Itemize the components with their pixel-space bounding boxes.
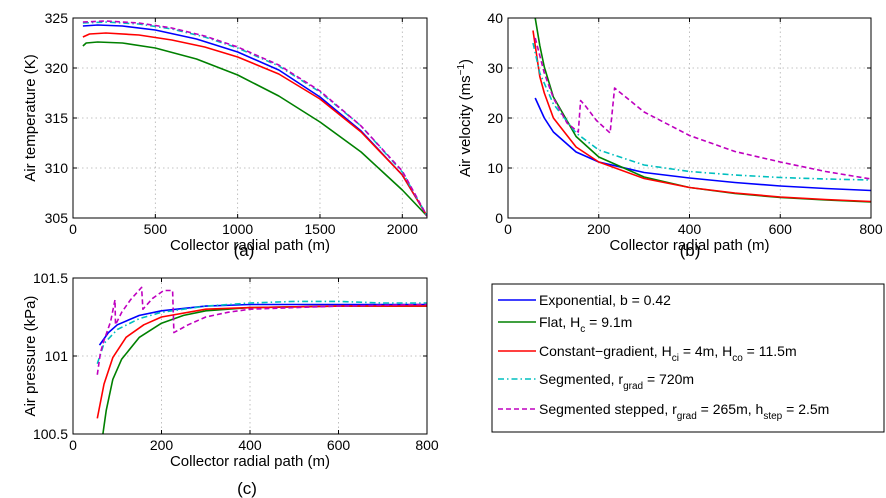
y-axis-label: Air temperature (K)	[22, 54, 39, 182]
legend-label-flat: Flat, Hc = 9.1m	[539, 314, 632, 335]
y-axis-label: Air pressure (kPa)	[22, 296, 39, 417]
x-tick-label: 1000	[222, 221, 253, 237]
y-tick-label: 101	[45, 348, 69, 364]
series-line-segmented_stepped	[82, 20, 427, 217]
x-tick-label: 600	[769, 221, 793, 237]
series-line-segmented	[532, 42, 871, 181]
x-tick-label: 2000	[387, 221, 418, 237]
legend-label-subscript: ci	[672, 353, 679, 364]
y-tick-label: 40	[487, 10, 503, 26]
y-tick-label: 30	[487, 60, 503, 76]
x-tick-label: 1500	[304, 221, 335, 237]
legend-label-text: Segmented, r	[539, 371, 623, 387]
y-tick-label: 305	[45, 210, 69, 226]
x-axis-label: Collector radial path (m)	[170, 237, 330, 254]
legend-label-text: = 2.5m	[782, 401, 829, 417]
legend-label-text: Constant−gradient, H	[539, 343, 672, 359]
x-tick-label: 600	[327, 437, 351, 453]
panel-caption: (b)	[680, 241, 701, 260]
series-line-flat	[534, 18, 871, 203]
legend-label-text: = 4m, H	[679, 343, 732, 359]
series-line-exponential	[98, 303, 427, 346]
series-line-segmented_stepped	[96, 286, 427, 375]
panel-caption: (c)	[237, 479, 257, 498]
y-tick-label: 310	[45, 160, 69, 176]
legend-label-subscript: grad	[677, 411, 697, 422]
x-tick-label: 800	[859, 221, 883, 237]
legend-label-text: = 11.5m	[743, 343, 797, 359]
panel-a: 0 500 1000 1500 2000 305 310 315 320 325 Collector…	[22, 10, 428, 260]
series-line-flat	[102, 305, 427, 434]
panel-caption: (a)	[234, 241, 255, 260]
series-line-segmented_stepped	[534, 37, 871, 180]
panel-b: 0 200 400 600 800 0 10 20 30 40 Collector radial p…	[456, 10, 883, 260]
y-tick-label: 100.5	[33, 426, 68, 442]
legend-label-exponential: Exponential, b = 0.42	[539, 292, 671, 308]
x-tick-label: 400	[678, 221, 702, 237]
y-tick-label: 101.5	[33, 270, 68, 286]
panel-c: 0 200 400 600 800 100.5 101 101.5 Collector radi…	[22, 270, 439, 498]
x-tick-label: 400	[238, 437, 262, 453]
x-axis-label: Collector radial path (m)	[170, 453, 330, 470]
y-tick-label: 320	[45, 60, 69, 76]
series-line-exponential	[534, 97, 871, 192]
x-tick-label: 500	[144, 221, 168, 237]
legend-label-text: Exponential, b = 0.42	[539, 292, 671, 308]
series-line-exponential	[82, 24, 427, 217]
legend-label-segmented_stepped: Segmented stepped, rgrad = 265m, hstep =…	[539, 401, 829, 422]
series-line-flat	[82, 41, 427, 217]
series-line-constant_gradient	[96, 305, 427, 419]
y-tick-label: 315	[45, 110, 69, 126]
legend-label-subscript: step	[763, 411, 782, 422]
x-axis-label: Collector radial path (m)	[609, 237, 769, 254]
legend-label-text: Flat, H	[539, 314, 580, 330]
legend-label-subscript: c	[580, 324, 585, 335]
y-tick-label: 10	[487, 160, 503, 176]
x-tick-label: 800	[415, 437, 439, 453]
y-tick-label: 325	[45, 10, 69, 26]
series-line-constant_gradient	[532, 30, 871, 203]
legend-label-segmented: Segmented, rgrad = 720m	[539, 371, 694, 392]
y-axis-label-superscript: −1	[456, 64, 467, 76]
x-tick-label: 200	[150, 437, 174, 453]
series-line-constant_gradient	[82, 32, 427, 217]
x-tick-label: 200	[587, 221, 611, 237]
x-tick-label: 0	[69, 221, 77, 237]
y-axis-label: Air velocity (ms−1)	[456, 59, 474, 177]
legend-label-text: = 9.1m	[585, 314, 632, 330]
series-line-segmented	[82, 21, 427, 217]
x-tick-label: 0	[69, 437, 77, 453]
legend-label-constant_gradient: Constant−gradient, Hci = 4m, Hco = 11.5m	[539, 343, 797, 364]
legend-label-subscript: grad	[623, 381, 643, 392]
legend-label-text: = 720m	[643, 371, 694, 387]
legend: Exponential, b = 0.42 Flat, Hc = 9.1m Cons…	[491, 283, 885, 433]
y-tick-label: 0	[495, 210, 503, 226]
x-tick-label: 0	[504, 221, 512, 237]
y-axis-label-end: )	[457, 59, 474, 64]
legend-label-text: = 265m, h	[697, 401, 764, 417]
legend-box	[491, 283, 885, 433]
legend-label-subscript: co	[732, 353, 743, 364]
y-tick-label: 20	[487, 110, 503, 126]
legend-label-text: Segmented stepped, r	[539, 401, 677, 417]
